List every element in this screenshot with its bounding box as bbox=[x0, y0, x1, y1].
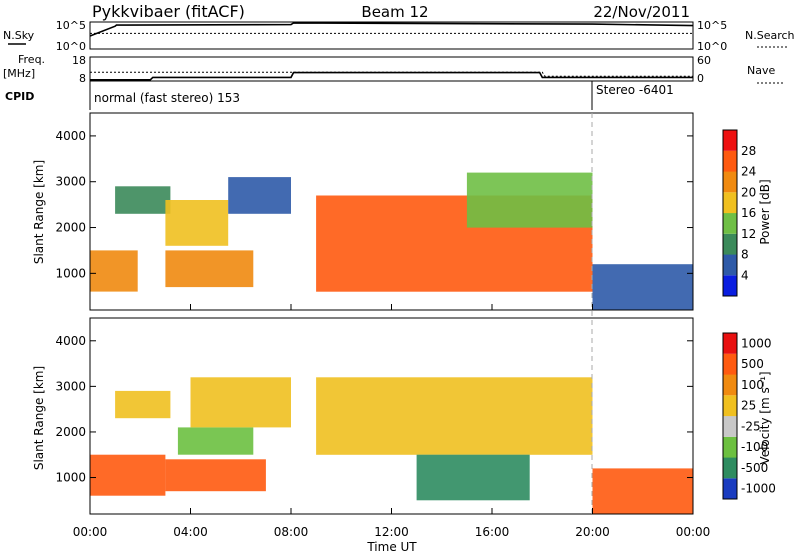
nave-tick-bottom: 0 bbox=[697, 72, 704, 85]
velocity-region-5 bbox=[190, 377, 291, 428]
power-ylabel: Slant Range [km] bbox=[32, 160, 46, 264]
nave-tick-top: 60 bbox=[697, 54, 711, 67]
freq-unit: [MHz] bbox=[3, 67, 35, 80]
velocity-ytick-3000: 3000 bbox=[55, 379, 86, 393]
power-ytick-4000: 4000 bbox=[55, 129, 86, 143]
velocity-region-3 bbox=[165, 459, 266, 492]
velocity-cbar-tick-2: 100 bbox=[741, 378, 764, 392]
velocity-cbar-tick-3: 25 bbox=[741, 399, 756, 413]
velocity-cbar-tick-5: -100 bbox=[741, 440, 768, 454]
nsky-label: N.Sky bbox=[3, 29, 35, 42]
station-title: Pykkvibaer (fitACF) bbox=[92, 2, 245, 21]
power-cbar-tick-3: 16 bbox=[741, 206, 756, 220]
nsearch-tick-top: 10^5 bbox=[697, 19, 727, 32]
time-tick-3: 12:00 bbox=[374, 525, 409, 539]
power-cbar-swatch-7 bbox=[723, 150, 737, 172]
velocity-ytick-2000: 2000 bbox=[55, 425, 86, 439]
cpid-label: CPID bbox=[5, 90, 34, 103]
nsearch-tick-bottom: 10^0 bbox=[697, 40, 727, 53]
freq-tick-top: 18 bbox=[72, 54, 86, 67]
power-panel: Slant Range [km] 1000 2000 3000 4000 4 8 12 16… bbox=[32, 112, 772, 311]
velocity-cbar-swatch-4 bbox=[723, 416, 737, 437]
beam-title: Beam 12 bbox=[361, 3, 428, 21]
cpid-panel: CPID normal (fast stereo) 153 Stereo -64… bbox=[5, 81, 674, 110]
velocity-panel: Slant Range [km] 1000 2000 3000 4000 1000 50… bbox=[32, 317, 776, 515]
velocity-ytick-1000: 1000 bbox=[55, 471, 86, 485]
power-region-2 bbox=[115, 186, 171, 214]
velocity-region-1 bbox=[90, 454, 166, 496]
velocity-cbar-swatch-2 bbox=[723, 457, 737, 479]
power-cbar-swatch-6 bbox=[723, 171, 737, 193]
power-region-8 bbox=[592, 264, 693, 310]
velocity-region-4 bbox=[177, 427, 254, 455]
power-cbar-tick-5: 24 bbox=[741, 165, 756, 179]
nsky-tick-top: 10^5 bbox=[56, 19, 86, 32]
velocity-cbar-frame bbox=[722, 332, 738, 500]
power-region-4 bbox=[165, 200, 229, 246]
time-tick-0: 00:00 bbox=[73, 525, 108, 539]
power-cbar-tick-4: 20 bbox=[741, 185, 756, 199]
time-axis: 00:00 04:00 08:00 12:00 16:00 20:00 00:00 bbox=[73, 304, 711, 539]
power-cbar-swatch-3 bbox=[723, 233, 737, 255]
power-region-1 bbox=[90, 250, 138, 292]
velocity-cbar-tick-0: 1000 bbox=[741, 336, 772, 350]
power-region-5 bbox=[228, 177, 291, 214]
power-cbar-tick-2: 12 bbox=[741, 227, 756, 241]
power-ytick-2000: 2000 bbox=[55, 221, 86, 235]
power-cbar-swatch-5 bbox=[723, 192, 737, 214]
power-cbar-swatch-2 bbox=[723, 254, 737, 276]
velocity-cbar-tick-1: 500 bbox=[741, 357, 764, 371]
time-tick-5: 20:00 bbox=[575, 525, 610, 539]
power-cbar-label: Power [dB] bbox=[758, 179, 772, 244]
power-cbar-tick-1: 8 bbox=[741, 248, 749, 262]
nave-label: Nave bbox=[747, 64, 775, 77]
velocity-cbar-swatch-1 bbox=[723, 478, 737, 500]
velocity-region-2 bbox=[115, 390, 171, 419]
freq-series bbox=[90, 71, 693, 81]
power-cbar-swatch-8 bbox=[723, 130, 737, 151]
cpid-segment-2: Stereo -6401 bbox=[596, 83, 674, 97]
power-region-7 bbox=[466, 172, 593, 228]
velocity-cbar-swatch-5 bbox=[723, 395, 737, 417]
velocity-ytick-4000: 4000 bbox=[55, 334, 86, 348]
velocity-cbar-tick-6: -500 bbox=[741, 461, 768, 475]
velocity-cbar-swatch-8 bbox=[723, 333, 737, 354]
nsky-tick-bottom: 10^0 bbox=[56, 40, 86, 53]
nsearch-label: N.Search bbox=[745, 29, 795, 42]
cpid-segment-1: normal (fast stereo) 153 bbox=[94, 91, 240, 105]
power-cbar-tick-6: 28 bbox=[741, 144, 756, 158]
velocity-cbar-label: Velocity [m s⁻¹] bbox=[758, 371, 772, 464]
velocity-cbar-swatch-7 bbox=[723, 353, 737, 375]
time-tick-6: 00:00 bbox=[676, 525, 711, 539]
noise-panel: N.Sky 10^5 10^0 10^5 10^0 N.Search bbox=[3, 19, 795, 53]
power-cbar-tick-0: 4 bbox=[741, 268, 749, 282]
date-title: 22/Nov/2011 bbox=[593, 3, 690, 21]
power-ytick-1000: 1000 bbox=[55, 266, 86, 280]
power-cbar-swatch-4 bbox=[723, 213, 737, 234]
velocity-region-6 bbox=[316, 377, 593, 455]
power-cbar-frame bbox=[722, 129, 738, 297]
time-tick-1: 04:00 bbox=[173, 525, 208, 539]
time-axis-label: Time UT bbox=[366, 540, 417, 554]
velocity-region-7 bbox=[416, 454, 530, 501]
time-tick-2: 08:00 bbox=[274, 525, 309, 539]
velocity-cbar-tick-4: -25 bbox=[741, 419, 761, 433]
power-ytick-3000: 3000 bbox=[55, 175, 86, 189]
velocity-ylabel: Slant Range [km] bbox=[32, 366, 46, 470]
velocity-cbar-tick-7: -1000 bbox=[741, 482, 776, 496]
freq-tick-bottom: 8 bbox=[79, 72, 86, 85]
power-region-3 bbox=[165, 250, 254, 288]
frequency-panel: Freq. [MHz] 18 8 60 0 Nave bbox=[3, 53, 783, 85]
noise-series-nsky bbox=[89, 22, 694, 37]
velocity-cbar-swatch-6 bbox=[723, 374, 737, 396]
velocity-region-8 bbox=[592, 468, 693, 514]
velocity-cbar-swatch-3 bbox=[723, 436, 737, 458]
power-cbar-swatch-1 bbox=[723, 275, 737, 297]
time-tick-4: 16:00 bbox=[475, 525, 510, 539]
freq-label: Freq. bbox=[18, 53, 45, 66]
